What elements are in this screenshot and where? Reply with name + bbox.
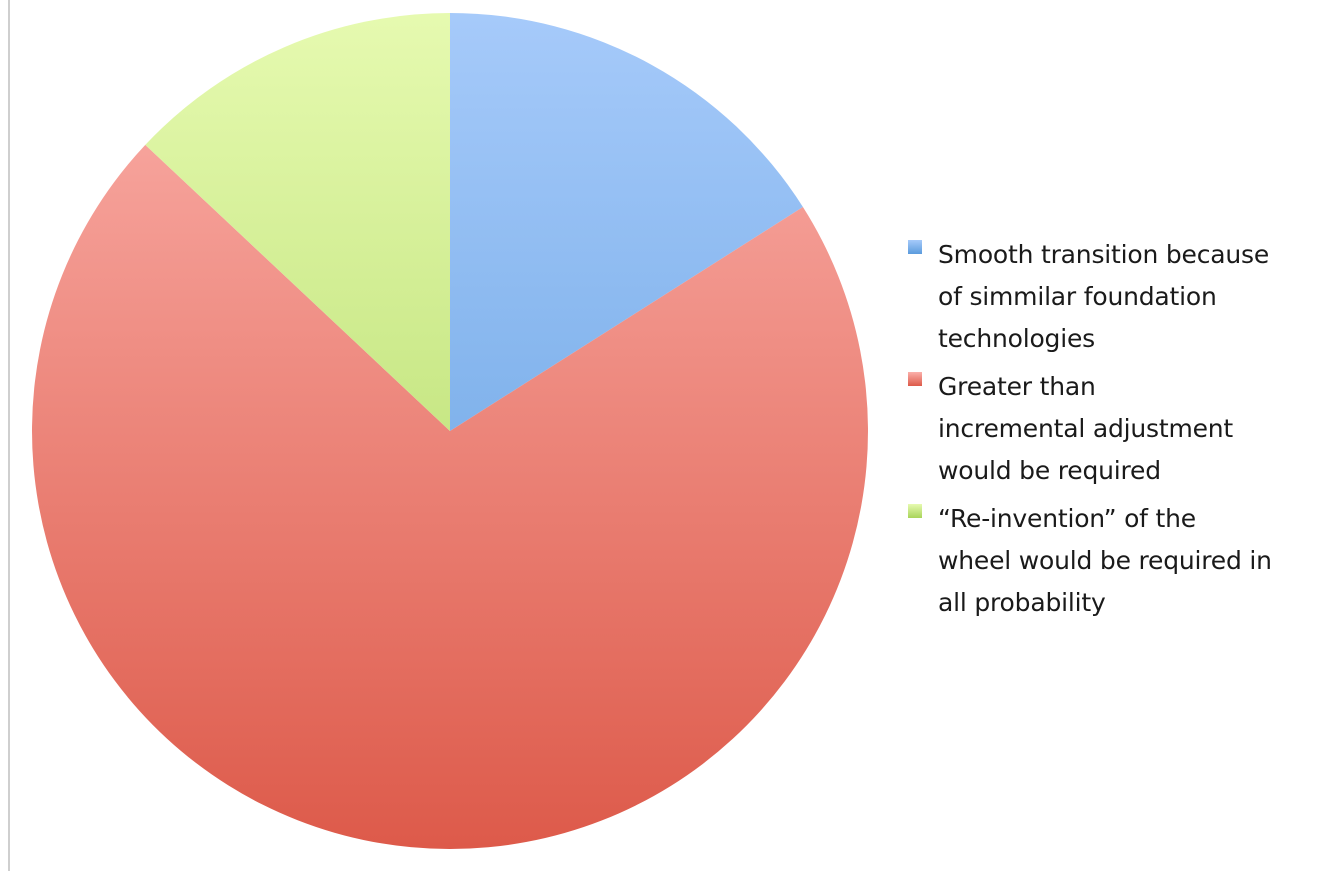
legend-swatch	[908, 240, 922, 254]
legend-item-reinvention: “Re-invention” of the wheel would be req…	[908, 498, 1333, 624]
chart-legend: Smooth transition because of simmilar fo…	[908, 234, 1333, 630]
legend-swatch	[908, 372, 922, 386]
pie-slices	[32, 13, 869, 850]
legend-item-smooth-transition: Smooth transition because of simmilar fo…	[908, 234, 1333, 360]
slice-greater-adjustment	[32, 144, 869, 850]
slice-smooth-transition	[450, 13, 803, 431]
legend-item-greater-adjustment: Greater than incremental adjustment woul…	[908, 366, 1333, 492]
legend-swatch	[908, 504, 922, 518]
legend-label: “Re-invention” of the wheel would be req…	[938, 504, 1272, 617]
legend-label: Smooth transition because of simmilar fo…	[938, 240, 1270, 353]
legend-label: Greater than incremental adjustment woul…	[938, 372, 1234, 485]
left-border-line	[8, 0, 10, 871]
slice-reinvention	[145, 13, 450, 431]
